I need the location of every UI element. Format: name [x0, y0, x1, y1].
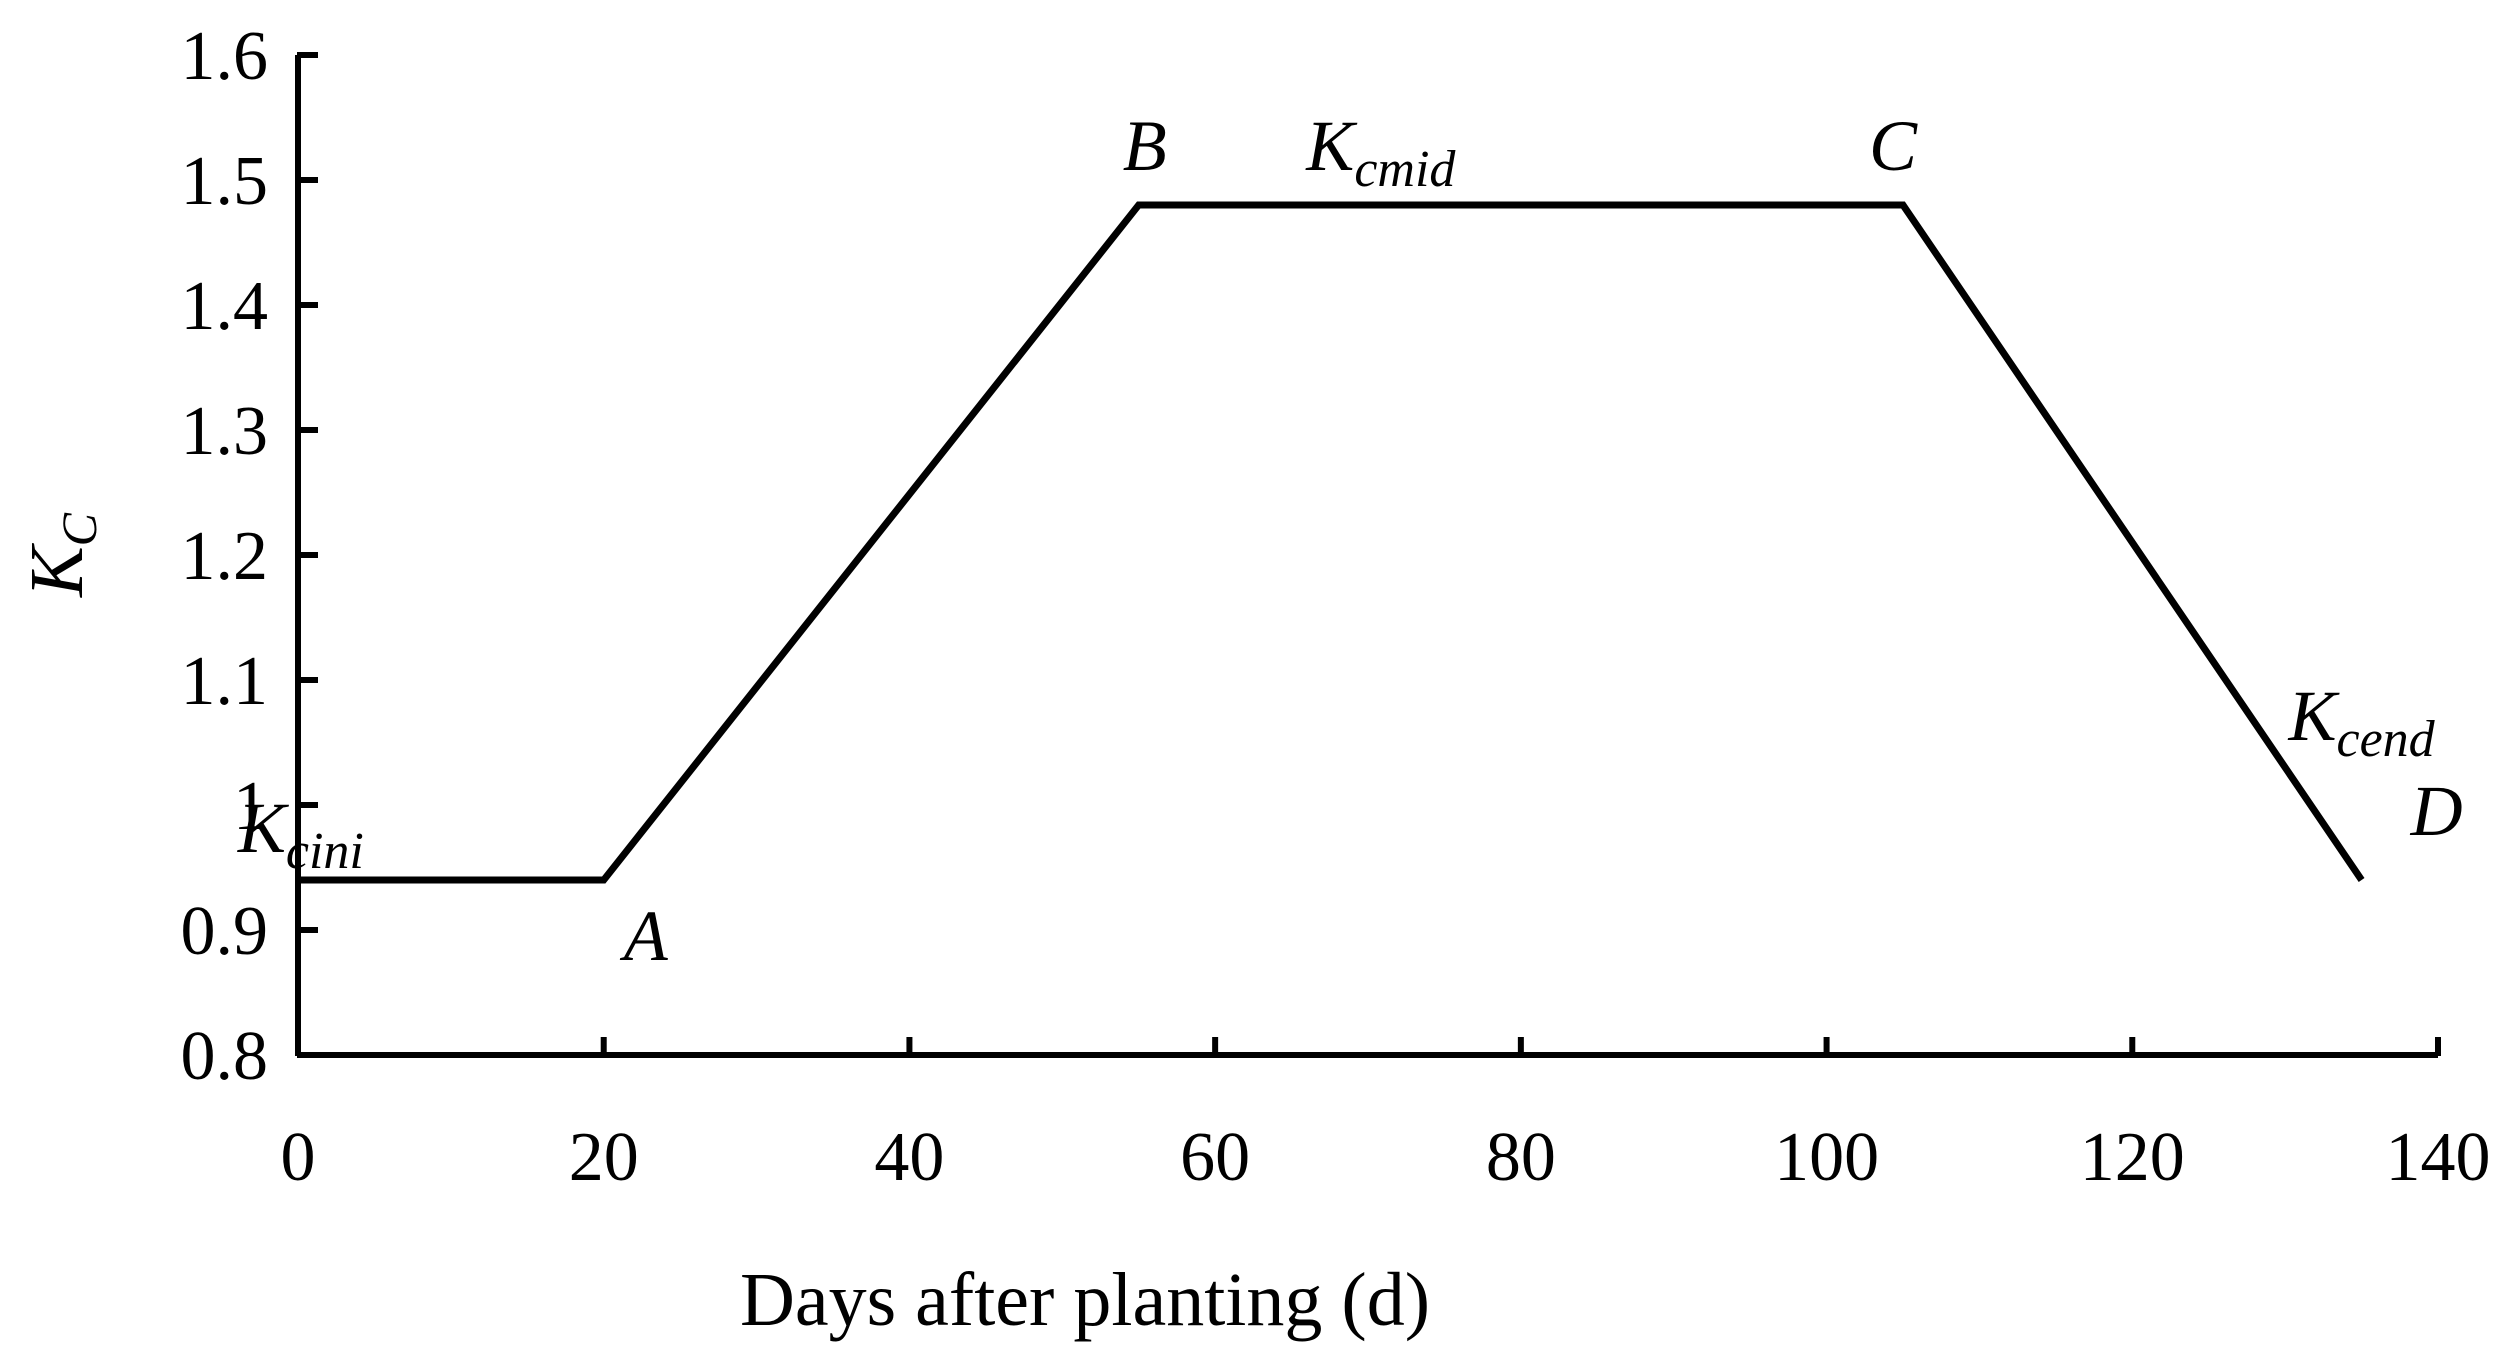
- y-tick-label: 1.5: [181, 143, 269, 220]
- annotation-label: C: [1869, 106, 1918, 186]
- annotation-main: K: [1305, 106, 1358, 186]
- annotation-main: D: [2410, 771, 2463, 851]
- annotation-label: Kcend: [2287, 676, 2435, 768]
- annotation-label: A: [620, 896, 669, 976]
- annotation-label: Kcmid: [1305, 106, 1456, 198]
- annotation-subscript: cend: [2337, 711, 2436, 768]
- annotation-main: K: [2287, 676, 2340, 756]
- annotation-subscript: cini: [286, 823, 364, 880]
- x-axis-title: Days after planting (d): [740, 1258, 1430, 1342]
- x-tick-label: 100: [1774, 1119, 1879, 1196]
- y-tick-label: 1: [233, 768, 268, 845]
- annotation-main: B: [1123, 106, 1167, 186]
- kc-series-line: [298, 201, 2365, 884]
- x-tick-label: 0: [281, 1119, 316, 1196]
- y-tick-label: 1.1: [181, 643, 269, 720]
- annotation-main: K: [237, 788, 290, 868]
- y-tick-label: 1.2: [181, 518, 269, 595]
- x-tick-label: 80: [1486, 1119, 1556, 1196]
- tick-marks: 0.8 0.9 1 1.1 1.2 1.3 1.4 1.5 1.6 0 20 40 60 80 100 120…: [181, 18, 2491, 1196]
- y-tick-label: 1.6: [181, 18, 269, 95]
- x-tick-label: 60: [1180, 1119, 1250, 1196]
- y-tick-label: 0.9: [181, 893, 269, 970]
- y-axis-title-main: K: [15, 543, 99, 598]
- y-axis-title: KC: [15, 512, 107, 598]
- series-layer: [298, 201, 2365, 884]
- x-tick-label: 140: [2386, 1119, 2491, 1196]
- x-tick-label: 120: [2080, 1119, 2185, 1196]
- annotation-main: C: [1869, 106, 1918, 186]
- annotation-label: B: [1123, 106, 1167, 186]
- y-tick-label: 0.8: [181, 1018, 269, 1095]
- y-tick-label: 1.3: [181, 393, 269, 470]
- x-tick-label: 40: [874, 1119, 944, 1196]
- annotation-subscript: cmid: [1354, 141, 1456, 198]
- y-axis-title-sub: C: [51, 512, 107, 546]
- x-tick-label: 20: [569, 1119, 639, 1196]
- annotation-main: A: [620, 896, 669, 976]
- y-tick-label: 1.4: [181, 268, 269, 345]
- annotation-label: Kcini: [237, 788, 364, 880]
- annotation-label: D: [2410, 771, 2463, 851]
